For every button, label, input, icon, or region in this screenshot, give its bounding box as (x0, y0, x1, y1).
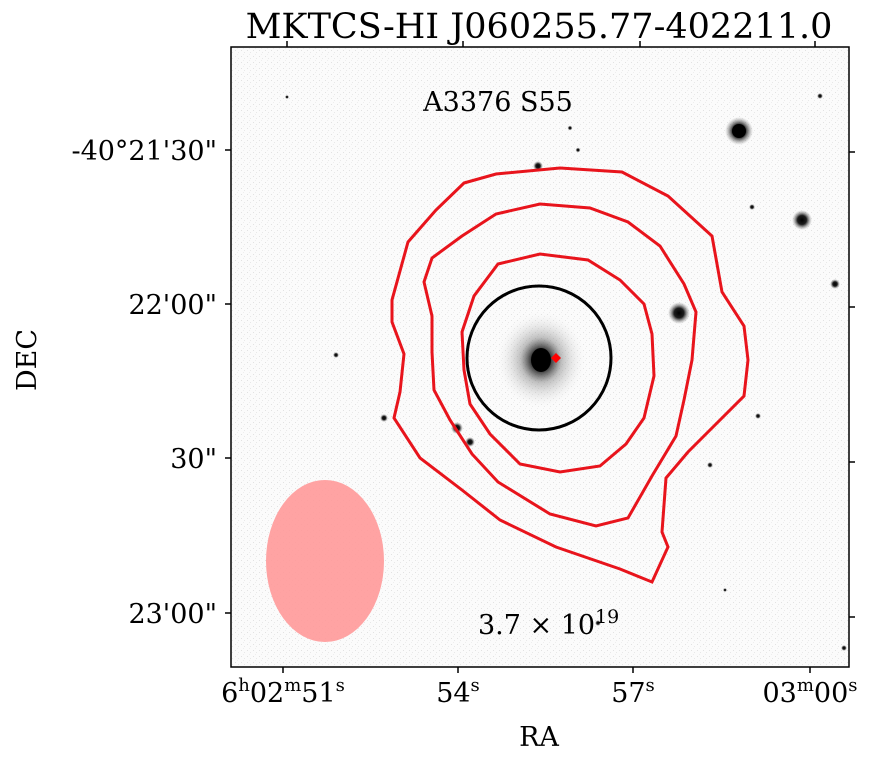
star (792, 210, 812, 230)
contour-level-3 (460, 252, 656, 474)
star (817, 93, 823, 99)
x-axis-ticks (282, 41, 816, 673)
x-tick-label: 03m00s (762, 675, 857, 709)
x-tick-label: 6h02m51s (221, 675, 345, 709)
y-axis-ticks (225, 149, 855, 618)
star (595, 620, 601, 626)
star-core (732, 124, 746, 138)
x-axis-label: RA (519, 722, 559, 753)
y-tick-label: -40°21'30" (71, 136, 217, 167)
contour-label-base: 3.7 × 10 (478, 610, 595, 641)
star (841, 645, 847, 651)
contour-level-1 (390, 166, 750, 584)
y-tick-label: 30" (170, 444, 217, 475)
x-tick-label: 57s (611, 675, 655, 709)
galaxy-core (531, 348, 551, 372)
star (567, 125, 573, 131)
sky-image (266, 93, 847, 651)
star (285, 95, 289, 99)
y-axis-label: DEC (12, 329, 43, 391)
star (668, 302, 690, 324)
star (830, 279, 840, 289)
star (755, 413, 761, 419)
x-tick-label: 54s (436, 675, 480, 709)
star (749, 204, 755, 210)
star (380, 414, 388, 422)
star (723, 588, 727, 592)
aperture-circle (465, 284, 613, 432)
y-tick-label: 23'00" (128, 599, 217, 630)
y-tick-label: 22'00" (128, 290, 217, 321)
chart-title: MKTCS-HI J060255.77-402211.0 (246, 7, 833, 47)
contour-level-2 (422, 202, 698, 528)
plot-frame (230, 46, 850, 668)
beam-ellipse (266, 480, 384, 642)
contour-level-label: 3.7 × 1019 (478, 606, 619, 641)
contour-label-exp: 19 (595, 606, 619, 628)
star (707, 462, 713, 468)
hi-centre-marker (551, 353, 561, 363)
target-label: A3376 S55 (422, 87, 573, 118)
star (575, 147, 581, 153)
star (333, 352, 339, 358)
